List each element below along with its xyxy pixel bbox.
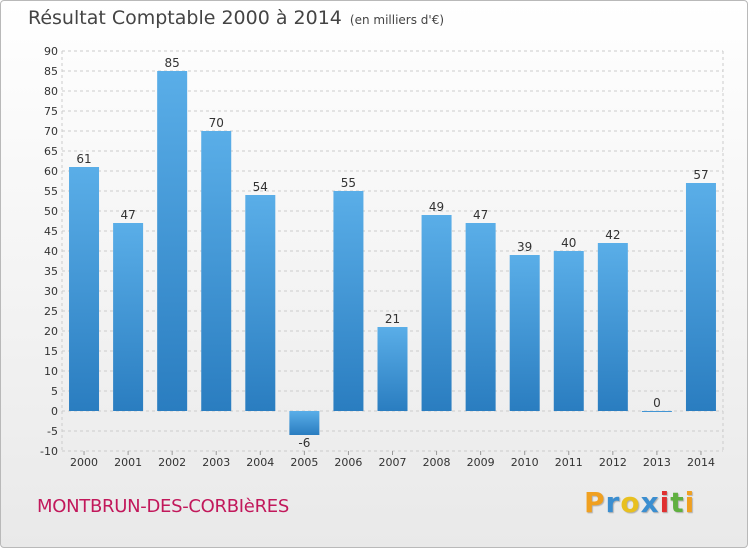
- y-tick-label: 10: [44, 365, 58, 378]
- bar-2012: [597, 243, 628, 411]
- x-tick-label-2008: 2008: [423, 456, 451, 469]
- x-tick-label-2003: 2003: [202, 456, 230, 469]
- y-tick-label: 65: [44, 145, 58, 158]
- logo-letter: x: [640, 486, 660, 519]
- y-tick-label: 85: [44, 65, 58, 78]
- commune-name: MONTBRUN-DES-CORBIèRES: [37, 496, 289, 517]
- bar-2014: [685, 183, 716, 411]
- chart-title-text: Résultat Comptable 2000 à 2014: [28, 7, 342, 29]
- y-tick-label: 80: [44, 85, 58, 98]
- logo-letter: P: [584, 486, 606, 519]
- data-label-2013: 0: [653, 396, 661, 410]
- logo-letter: i: [684, 486, 696, 519]
- bar-2003: [201, 131, 232, 411]
- bar-2000: [69, 167, 100, 411]
- x-tick-label-2013: 2013: [643, 456, 671, 469]
- bar-2013: [641, 411, 672, 412]
- bar-2005: [289, 411, 320, 435]
- logo-letter: r: [605, 486, 621, 519]
- y-axis-ticks: -10 -5 0 5 10 15 20 25 30 35 40 45 50 55 60 65 70 75 80 85 9…: [40, 45, 58, 458]
- data-label-2012: 42: [605, 228, 620, 242]
- x-tick-label-2014: 2014: [687, 456, 715, 469]
- proxiti-logo: Proxiti: [584, 486, 695, 519]
- bars: [69, 71, 716, 435]
- y-tick-label: 70: [44, 125, 58, 138]
- y-tick-label: 75: [44, 105, 58, 118]
- bar-2010: [509, 255, 540, 411]
- bar-2009: [465, 223, 496, 411]
- x-tick-label-2011: 2011: [555, 456, 583, 469]
- data-labels: 61 47 85 70 54 -6 55 21 49 47 39 40 42 0 57: [76, 56, 708, 450]
- y-tick-label: 40: [44, 245, 58, 258]
- x-tick-label-2000: 2000: [70, 456, 98, 469]
- y-tick-label: -5: [47, 425, 58, 438]
- y-tick-label: 15: [44, 345, 58, 358]
- y-tick-label: 5: [51, 385, 58, 398]
- x-tick-label-2005: 2005: [290, 456, 318, 469]
- y-tick-label: 55: [44, 185, 58, 198]
- data-label-2005: -6: [298, 436, 310, 450]
- x-tick-label-2006: 2006: [334, 456, 362, 469]
- logo-letter: t: [670, 486, 685, 519]
- bar-2006: [333, 191, 364, 411]
- y-tick-label: 30: [44, 285, 58, 298]
- x-axis-ticks: 2000 2001 2002 2003 2004 2005 2006 2007 2008 2009…: [70, 451, 715, 469]
- x-tick-label-2009: 2009: [467, 456, 495, 469]
- data-label-2008: 49: [429, 200, 444, 214]
- y-tick-label: 35: [44, 265, 58, 278]
- x-tick-label-2010: 2010: [511, 456, 539, 469]
- x-tick-label-2001: 2001: [114, 456, 142, 469]
- y-tick-label: 45: [44, 225, 58, 238]
- bar-2002: [157, 71, 188, 411]
- x-tick-label-2004: 2004: [246, 456, 274, 469]
- bar-2011: [553, 251, 584, 411]
- y-tick-label: 50: [44, 205, 58, 218]
- y-tick-label: 20: [44, 325, 58, 338]
- data-label-2007: 21: [385, 312, 400, 326]
- x-tick-label-2007: 2007: [379, 456, 407, 469]
- data-label-2002: 85: [165, 56, 180, 70]
- y-tick-label: -10: [40, 445, 58, 458]
- y-tick-label: 0: [51, 405, 58, 418]
- y-tick-label: 90: [44, 45, 58, 58]
- data-label-2000: 61: [76, 152, 91, 166]
- y-tick-label: 60: [44, 165, 58, 178]
- data-label-2009: 47: [473, 208, 488, 222]
- logo-letter: i: [659, 486, 671, 519]
- data-label-2010: 39: [517, 240, 532, 254]
- data-label-2014: 57: [693, 168, 708, 182]
- chart-subtitle: (en milliers d'€): [349, 13, 445, 27]
- x-tick-label-2002: 2002: [158, 456, 186, 469]
- data-label-2001: 47: [120, 208, 135, 222]
- x-tick-label-2012: 2012: [599, 456, 627, 469]
- bar-2001: [113, 223, 144, 411]
- data-label-2006: 55: [341, 176, 356, 190]
- data-label-2004: 54: [253, 180, 268, 194]
- bar-2004: [245, 195, 276, 411]
- data-label-2011: 40: [561, 236, 576, 250]
- chart-title: Résultat Comptable 2000 à 2014 (en millie…: [28, 7, 444, 29]
- y-tick-label: 25: [44, 305, 58, 318]
- data-label-2003: 70: [209, 116, 224, 130]
- bar-2007: [377, 327, 408, 411]
- bar-2008: [421, 215, 452, 411]
- logo-letter: o: [620, 486, 641, 519]
